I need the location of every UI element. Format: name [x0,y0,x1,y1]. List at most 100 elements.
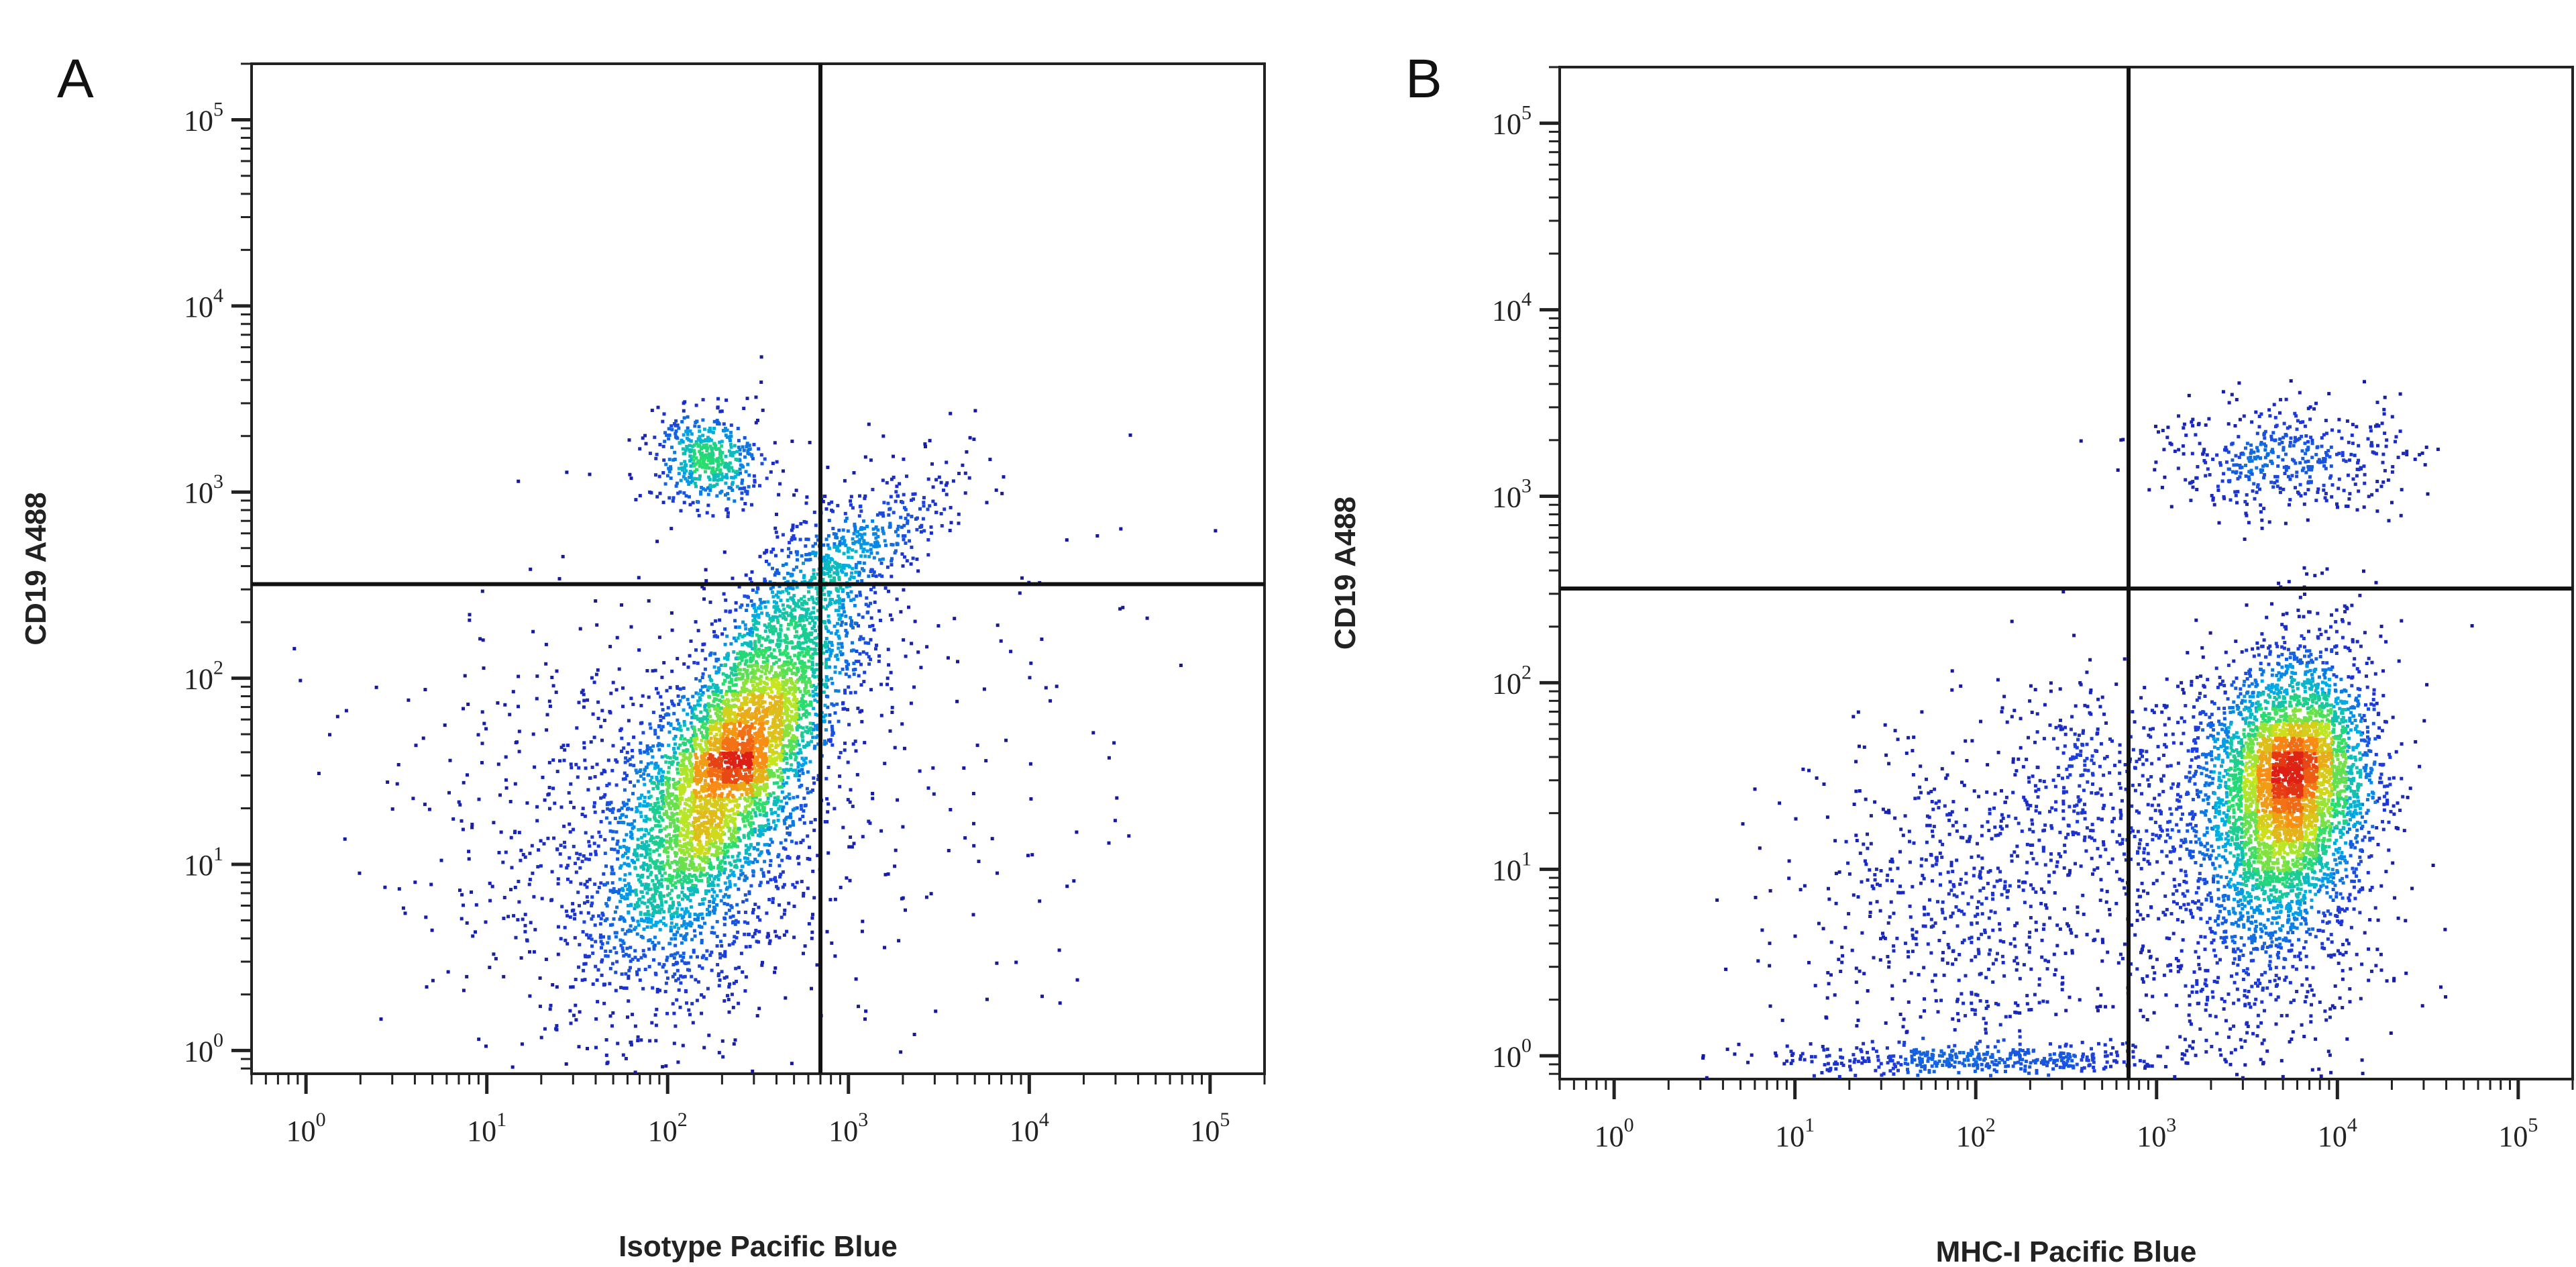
event-dot [718,870,721,874]
event-dot [659,775,663,779]
event-dot [804,648,808,652]
event-dot [796,646,800,649]
event-dot [837,549,841,553]
event-dot [685,846,689,850]
event-dot [828,713,832,717]
event-dot [780,776,784,779]
event-dot [701,873,705,877]
event-dot [745,603,749,607]
event-dot [812,776,816,780]
event-dot [737,876,741,880]
event-dot [671,815,675,819]
event-dot [851,641,854,645]
event-dot [703,708,707,712]
event-dot [777,571,781,575]
event-dot [872,570,876,574]
event-dot [871,623,875,627]
event-dot [704,889,708,893]
event-dot [649,917,653,921]
event-dot [600,709,604,713]
event-dot [671,974,675,978]
event-dot [644,442,648,446]
event-dot [678,844,682,848]
event-dot [843,742,847,746]
event-dot [869,551,873,555]
event-dot [754,395,758,399]
event-dot [550,898,553,902]
event-dot [635,901,639,905]
event-dot [761,871,765,875]
event-dot [667,793,671,797]
event-dot [715,494,719,498]
event-dot [701,418,705,422]
event-dot [623,873,627,877]
event-dot [548,807,551,811]
event-dot [781,563,785,567]
event-dot [618,917,622,921]
event-dot [587,936,591,940]
event-dot [669,699,674,703]
event-dot [521,853,525,856]
event-dot [753,641,757,645]
event-dot [837,719,841,723]
event-dot [792,736,796,740]
event-dot [911,556,915,560]
event-dot [784,653,788,657]
event-dot [649,872,653,876]
event-dot [506,915,511,919]
event-dot [792,671,796,675]
event-dot [600,960,604,964]
event-dot [729,442,733,446]
event-dot [623,932,627,936]
event-dot [755,1014,759,1018]
event-dot [664,776,668,780]
event-dot [739,463,743,467]
event-dot [754,929,758,932]
event-dot [812,601,816,605]
event-dot [828,546,832,550]
event-dot [885,480,889,485]
event-dot [894,490,898,494]
event-dot [651,878,655,882]
event-dot [867,655,871,659]
event-dot [769,470,773,474]
event-dot [807,590,810,594]
event-dot [841,570,845,574]
event-dot [676,873,680,877]
event-dot [712,911,716,915]
event-dot [829,631,833,635]
event-dot [778,805,782,809]
event-dot [945,481,949,485]
event-dot [765,849,769,853]
event-dot [903,746,906,750]
event-dot [667,437,671,441]
event-dot [874,647,877,651]
event-dot [855,580,859,584]
event-dot [635,770,639,774]
event-dot [681,468,684,472]
event-dot [765,662,769,666]
event-dot [688,470,692,474]
event-dot [680,907,684,911]
event-dot [665,956,669,960]
event-dot [896,798,900,802]
event-dot [657,941,661,945]
event-dot [828,597,833,601]
event-dot [695,888,699,892]
event-dot [716,670,720,674]
event-dot [684,771,688,775]
event-dot [865,549,869,553]
event-dot [638,802,642,806]
event-dot [789,812,792,816]
event-dot [869,688,873,692]
event-dot [900,897,904,901]
event-dot [869,658,873,662]
event-dot [594,1017,598,1021]
event-dot [619,938,623,942]
event-dot [844,672,848,676]
event-dot [669,465,673,469]
event-dot [1026,854,1030,858]
event-dot [636,846,640,850]
event-dot [590,676,594,680]
event-dot [674,937,677,941]
